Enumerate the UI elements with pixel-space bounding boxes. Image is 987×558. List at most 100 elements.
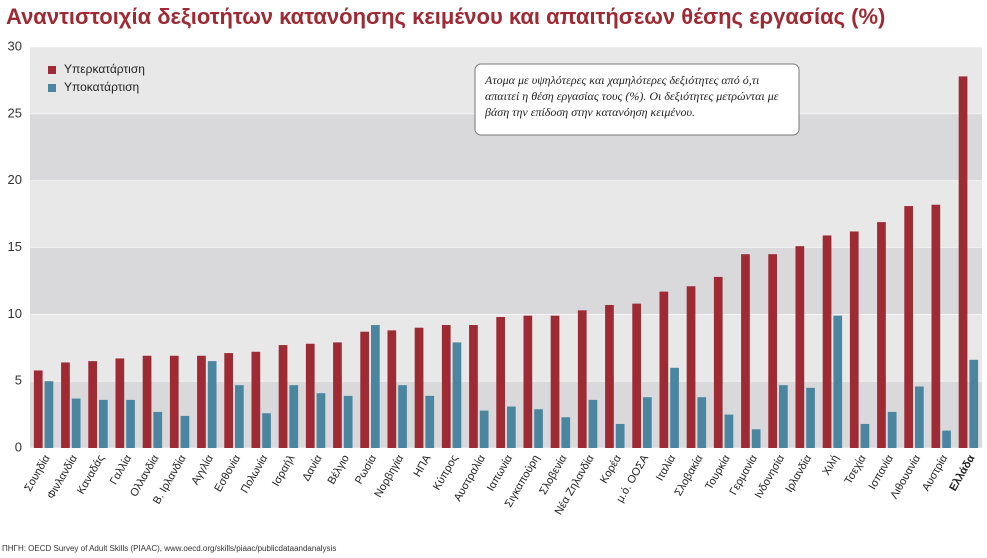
bar (507, 406, 516, 448)
legend-label: Υποκατάρτιση (64, 80, 139, 94)
bar (180, 415, 190, 448)
annotation-box (474, 63, 800, 136)
annotation: Ατομα με υψηλότερες και χαμηλότερες δεξι… (485, 73, 779, 119)
y-tick-label: 15 (8, 239, 22, 254)
bar (88, 361, 97, 448)
bar (333, 342, 342, 448)
bar (371, 325, 380, 448)
bar (615, 423, 625, 448)
x-tick-label: Βέλγιο (326, 453, 352, 487)
bar (751, 429, 761, 448)
x-tick-label: Ιαπωνία (485, 452, 516, 493)
y-tick-label: 0 (15, 439, 22, 454)
bar (523, 315, 533, 448)
bar (577, 310, 587, 448)
bar (360, 331, 369, 448)
x-tick-label: Ρωσία (353, 452, 379, 486)
bar (343, 395, 353, 448)
source: ΠΗΓΗ: OECD Survey of Adult Skills (PIAAC… (2, 544, 336, 553)
annotation-text: Ατομα με υψηλότερες και χαμηλότερες δεξι… (485, 73, 779, 119)
bar (452, 342, 462, 448)
bar (305, 343, 315, 448)
bar (942, 430, 951, 448)
x-tick-label: Τσεχία (842, 452, 869, 486)
bar (806, 387, 815, 448)
bar (71, 398, 81, 448)
bar (169, 355, 179, 448)
bar (398, 385, 407, 448)
bar (833, 315, 843, 448)
bar (877, 222, 886, 448)
bar (235, 385, 244, 448)
bar (958, 76, 968, 448)
bar (207, 361, 217, 448)
bar (605, 304, 614, 448)
bar (534, 409, 543, 448)
bar (915, 386, 924, 448)
bar (44, 381, 54, 448)
bar (278, 345, 288, 448)
bar (289, 385, 299, 448)
bar (153, 411, 163, 448)
y-tick-label: 20 (8, 172, 22, 187)
bar (741, 254, 750, 448)
legend-swatch (48, 66, 56, 74)
grid-band (30, 180, 982, 248)
x-tick-label: Καναδάς (75, 453, 107, 496)
x-tick-label: ΗΠΑ (412, 452, 434, 479)
bar (632, 303, 641, 448)
x-tick-label: Ιρλανδία (783, 452, 814, 494)
bar (142, 355, 152, 448)
bar (316, 393, 326, 448)
bar (224, 353, 233, 448)
bar (697, 397, 707, 448)
x-tick-label: Ιταλία (654, 452, 679, 483)
bar (262, 413, 271, 448)
grid-band (30, 247, 982, 315)
x-tick-label: Δανία (300, 452, 325, 483)
x-tick-label: Αυστρία (920, 452, 950, 493)
bar (670, 367, 679, 448)
bar (768, 254, 777, 448)
bar (414, 327, 424, 448)
bar (61, 362, 70, 448)
bar (713, 276, 723, 448)
bar (99, 399, 108, 448)
x-tick-label: Σουηδία (22, 452, 53, 493)
y-tick-label: 25 (8, 105, 22, 120)
bar (496, 317, 505, 448)
bar (904, 206, 913, 448)
bar (387, 330, 397, 448)
bar (643, 397, 652, 448)
bar (126, 399, 135, 448)
x-tick-label: Αγγλία (189, 452, 216, 487)
bar (588, 399, 598, 448)
bar (686, 286, 696, 448)
x-tick-label: Χιλή (820, 453, 841, 478)
bar (822, 235, 832, 448)
bar (550, 315, 560, 448)
x-tick-label: Κορέα (598, 452, 624, 485)
bar (887, 411, 897, 448)
x-tick-label: Ισραήλ (270, 453, 298, 489)
y-tick-label: 5 (15, 373, 22, 388)
bar (115, 358, 125, 448)
y-tick-label: 30 (8, 38, 22, 53)
bar (561, 417, 571, 448)
x-tick-label: Ισπανία (867, 452, 897, 491)
chart-title: Αναντιστοιχία δεξιοτήτων κατανόησης κειμ… (6, 4, 885, 29)
bar (969, 359, 979, 448)
x-tick-label: Πολωνία (239, 452, 271, 495)
bar (197, 355, 206, 448)
bar (931, 204, 941, 448)
bar (659, 291, 669, 448)
bar (441, 325, 451, 448)
legend-label: Υπερκατάρτιση (64, 62, 145, 76)
bar (849, 231, 859, 448)
x-tick-label: Ελλάδα (947, 453, 977, 494)
y-tick-label: 10 (8, 306, 22, 321)
x-tick-label: Κύπρος (431, 453, 461, 492)
bar (251, 351, 261, 448)
legend-swatch (48, 84, 56, 92)
